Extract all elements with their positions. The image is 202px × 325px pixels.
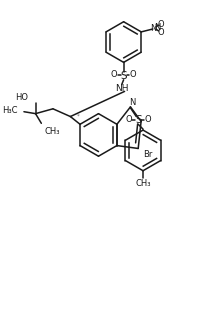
Text: NH: NH — [115, 84, 128, 93]
Text: O: O — [130, 71, 137, 79]
Text: N: N — [129, 98, 136, 108]
Text: S: S — [135, 115, 142, 125]
Text: O: O — [157, 28, 164, 37]
Text: O: O — [145, 115, 151, 124]
Text: CH₃: CH₃ — [135, 179, 151, 188]
Text: N: N — [150, 23, 156, 32]
Text: Br: Br — [143, 150, 152, 159]
Text: H₃C: H₃C — [2, 106, 17, 115]
Text: *: * — [77, 113, 79, 118]
Text: O: O — [125, 115, 132, 124]
Text: O: O — [157, 20, 164, 29]
Text: CH₃: CH₃ — [44, 126, 60, 136]
Text: N: N — [154, 23, 160, 32]
Text: S: S — [120, 71, 127, 81]
Text: O: O — [111, 71, 117, 79]
Text: HO: HO — [15, 93, 28, 102]
